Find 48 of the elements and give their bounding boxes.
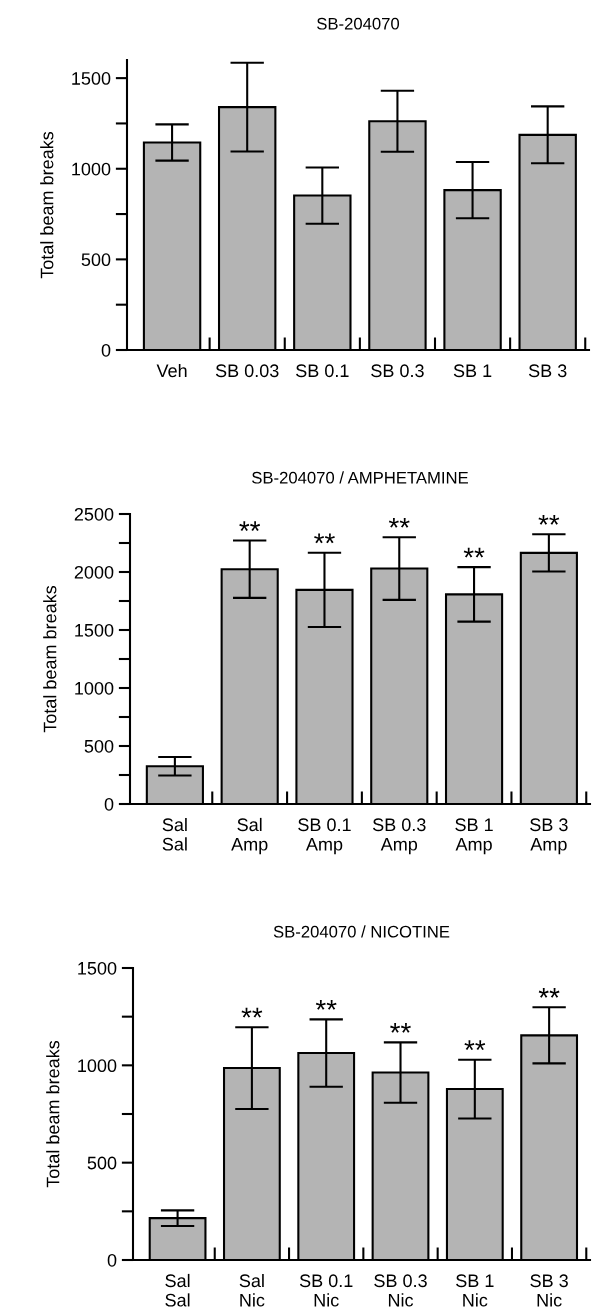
annotation: ** [390,1023,411,1033]
y-tick-label: 500 [87,1156,117,1170]
x-tick-label: SB 1 Nic [456,1274,494,1307]
x-tick-label: SB 1 [453,364,492,378]
x-tick-label: Veh [156,363,187,378]
x-tick-label: SB 3 Nic [530,1274,568,1307]
x-tick-label: SB 0.1 [296,364,349,378]
y-tick-label: 1000 [78,1059,117,1073]
x-tick-label: Sal Sal [162,817,187,851]
x-tick-label: SB 3 [528,364,567,378]
annotation: ** [463,547,485,558]
y-axis-title: Total beam breaks [46,1040,60,1188]
annotation: ** [314,533,335,544]
x-tick-label: Sal Nic [239,1273,265,1307]
y-tick-label: 2500 [74,507,114,521]
y-tick-label: 2000 [74,565,114,579]
y-axis-title: Total beam breaks [43,585,57,733]
x-tick-label: Sal Amp [231,817,268,855]
x-tick-label: SB 3 Amp [530,818,568,855]
annotation: ** [239,521,261,531]
y-axis-title: Total beam breaks [40,131,54,279]
x-tick-label: SB 0.03 [215,364,279,378]
y-tick-label: 500 [84,739,114,753]
chart-title: SB-204070 / NICOTINE [273,925,450,938]
y-tick-label: 0 [107,1253,117,1267]
x-tick-label: SB 0.3 [371,364,424,378]
annotation: ** [538,988,560,998]
annotation: ** [464,1040,486,1051]
y-tick-label: 1000 [72,162,111,176]
x-tick-label: SB 0.1 Amp [298,818,351,855]
annotation: ** [241,1007,263,1018]
y-tick-label: 1500 [72,72,111,85]
chart-title: SB-204070 [317,17,400,30]
chart-title: SB-204070 / AMPHETAMINE [252,471,468,484]
y-tick-label: 0 [101,343,111,357]
annotation: ** [388,517,410,528]
y-tick-label: 1500 [78,961,117,975]
y-tick-label: 0 [104,797,114,811]
y-tick-label: 1500 [75,623,114,637]
annotation: ** [538,514,560,525]
x-tick-label: SB 0.3 Nic [374,1274,427,1307]
annotation: ** [315,1000,337,1010]
y-tick-label: 1000 [75,681,114,695]
x-tick-label: Sal Sal [165,1273,190,1307]
x-tick-label: SB 0.3 Amp [372,818,426,855]
y-tick-label: 500 [81,253,111,267]
x-tick-label: SB 0.1 Nic [299,1274,353,1307]
x-tick-label: SB 1 Amp [455,818,493,855]
